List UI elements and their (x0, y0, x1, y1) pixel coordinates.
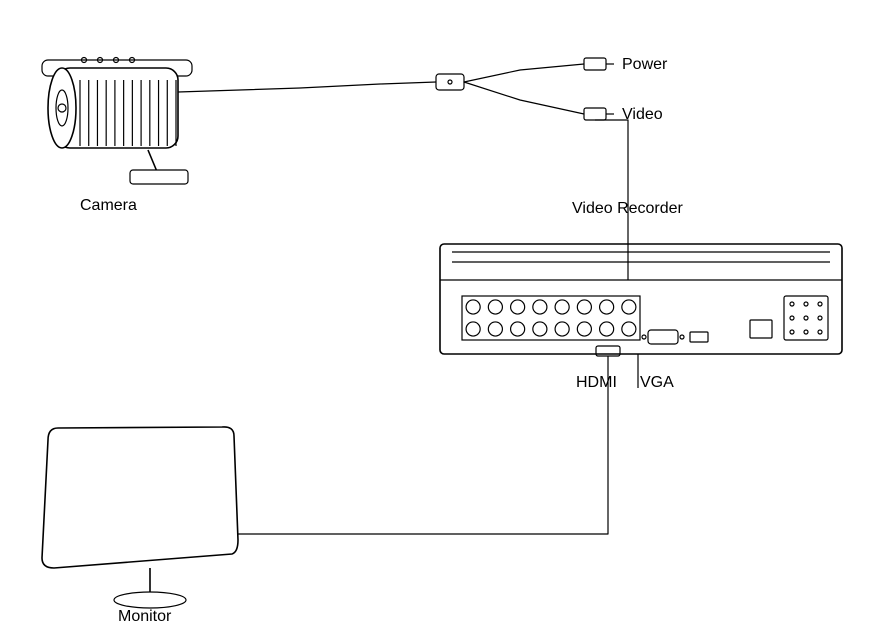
hdmi-label: HDMI (576, 374, 617, 392)
video-recorder-icon (440, 244, 842, 388)
monitor-icon (42, 427, 238, 608)
camera-label: Camera (80, 197, 137, 215)
vga-label: VGA (640, 374, 674, 392)
connection-diagram (0, 0, 880, 636)
power-label: Power (622, 56, 667, 74)
monitor-label: Monitor (118, 608, 171, 626)
camera-icon (42, 58, 192, 185)
video-recorder-label: Video Recorder (572, 200, 683, 218)
camera-cable-icon (178, 58, 614, 120)
video-label: Video (622, 106, 663, 124)
